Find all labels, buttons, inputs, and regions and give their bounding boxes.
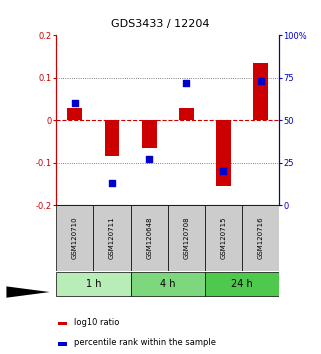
Text: 24 h: 24 h bbox=[231, 279, 253, 289]
Text: GSM120716: GSM120716 bbox=[258, 217, 264, 259]
Point bbox=[147, 156, 152, 162]
Bar bbox=[253, 63, 268, 120]
Bar bbox=[58, 342, 67, 346]
Text: percentile rank within the sample: percentile rank within the sample bbox=[74, 338, 216, 347]
Bar bbox=[205, 205, 242, 271]
Bar bbox=[242, 205, 279, 271]
Bar bbox=[67, 108, 82, 120]
Bar bbox=[216, 120, 231, 186]
Point bbox=[221, 169, 226, 174]
Polygon shape bbox=[6, 286, 50, 298]
Bar bbox=[93, 205, 131, 271]
Text: GDS3433 / 12204: GDS3433 / 12204 bbox=[111, 19, 210, 29]
Bar bbox=[56, 205, 93, 271]
Bar bbox=[131, 205, 168, 271]
Text: GSM120715: GSM120715 bbox=[221, 217, 227, 259]
Point bbox=[258, 79, 263, 84]
Text: 4 h: 4 h bbox=[160, 279, 176, 289]
Text: time: time bbox=[6, 287, 27, 297]
Bar bbox=[168, 205, 205, 271]
Bar bbox=[105, 120, 119, 156]
Bar bbox=[131, 272, 205, 296]
Text: 1 h: 1 h bbox=[86, 279, 101, 289]
Text: log10 ratio: log10 ratio bbox=[74, 318, 119, 327]
Bar bbox=[58, 321, 67, 325]
Point bbox=[72, 101, 77, 106]
Text: GSM120648: GSM120648 bbox=[146, 217, 152, 259]
Bar bbox=[56, 272, 131, 296]
Point bbox=[184, 80, 189, 86]
Bar bbox=[142, 120, 157, 148]
Text: GSM120711: GSM120711 bbox=[109, 217, 115, 259]
Bar bbox=[179, 108, 194, 120]
Text: GSM120708: GSM120708 bbox=[183, 217, 189, 259]
Text: GSM120710: GSM120710 bbox=[72, 217, 78, 259]
Bar bbox=[205, 272, 279, 296]
Point bbox=[109, 181, 115, 186]
